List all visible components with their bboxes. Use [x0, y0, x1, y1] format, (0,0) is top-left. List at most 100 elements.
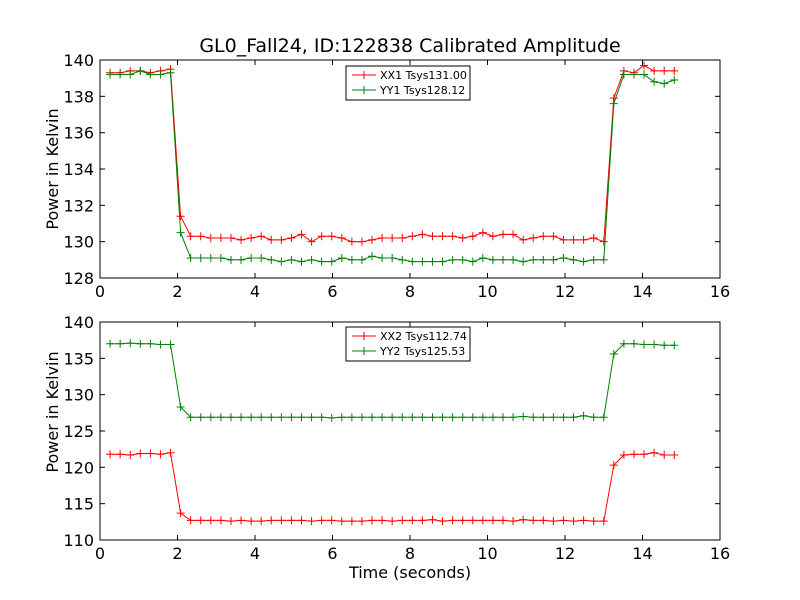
series-yy2-point — [337, 413, 346, 422]
series-yy2-point — [226, 413, 235, 422]
series-yy1-point — [499, 255, 507, 264]
series-yy1-point — [317, 257, 326, 266]
bottom-y-tick-label: 135 — [63, 349, 94, 368]
series-xx1-point — [418, 230, 427, 239]
top-x-tick-label: 16 — [710, 282, 730, 301]
top-y-tick-label: 134 — [63, 160, 94, 179]
series-xx2-point — [579, 516, 588, 525]
legend-yy2-marker — [360, 347, 368, 355]
series-yy1-point — [257, 254, 266, 263]
top-y-tick-label: 140 — [63, 51, 94, 70]
series-yy1-point — [237, 255, 246, 264]
series-yy2-point — [428, 413, 437, 422]
top-y-tick-label: 128 — [63, 269, 94, 288]
series-yy1-point — [267, 255, 276, 264]
top-y-tick-label: 130 — [63, 233, 94, 252]
series-xx2-point — [156, 450, 165, 459]
series-xx1-point — [579, 235, 588, 244]
series-xx1-point — [368, 235, 377, 244]
top-y-tick-label: 136 — [63, 124, 94, 143]
series-xx2-point — [529, 516, 538, 525]
bottom-legend-box — [345, 326, 471, 362]
series-yy2-point — [378, 413, 387, 422]
series-yy2-point — [368, 413, 377, 422]
series-xx2-point — [247, 517, 256, 526]
bottom-y-tick-label: 130 — [63, 386, 94, 405]
series-xx1-point — [438, 232, 447, 241]
series-xx1-point — [226, 234, 235, 243]
series-xx2-point — [317, 516, 326, 525]
series-yy2-point — [619, 339, 628, 348]
series-xx2-point — [488, 516, 497, 525]
series-xx1-point — [196, 232, 205, 241]
series-xx2-point — [347, 517, 356, 526]
series-yy2-point — [156, 340, 165, 349]
bottom-y-axis-label: Power in Kelvin — [43, 351, 62, 472]
bottom-x-tick-label: 2 — [172, 544, 182, 563]
top-x-tick-label: 8 — [405, 282, 415, 301]
series-yy1-point — [297, 257, 306, 266]
series-yy2-point — [640, 340, 649, 349]
series-yy2-point — [589, 413, 598, 422]
top-x-tick-label: 10 — [477, 282, 497, 301]
series-xx1-point — [327, 232, 336, 241]
series-yy1-point — [579, 257, 588, 266]
series-xx1-point — [519, 235, 528, 244]
series-yy2-point — [307, 413, 316, 422]
series-yy1-point — [156, 70, 165, 79]
series-yy2-point — [579, 411, 588, 420]
series-yy2-point — [609, 349, 618, 358]
series-xx2-point — [660, 450, 669, 459]
series-xx1-point — [267, 235, 276, 244]
series-xx2-point — [418, 516, 427, 525]
series-yy2-point — [206, 413, 215, 422]
series-xx1-point — [650, 66, 659, 75]
series-xx1-point — [277, 235, 286, 244]
bottom-x-tick-label: 10 — [477, 544, 497, 563]
series-xx2-point — [478, 516, 487, 525]
legend-xx2-label: XX2 Tsys112.74 — [380, 330, 467, 343]
series-xx2-point — [216, 516, 225, 525]
series-yy2-point — [247, 413, 256, 422]
series-xx2-point — [176, 509, 185, 518]
series-xx2-point — [549, 517, 558, 526]
series-yy1-point — [146, 70, 155, 79]
series-xx2-point — [307, 517, 316, 526]
top-y-tick-label: 132 — [63, 196, 94, 215]
series-xx1-point — [186, 232, 195, 241]
legend-yy1-marker — [360, 86, 368, 94]
top-x-tick-label: 0 — [95, 282, 105, 301]
series-xx2-point — [126, 450, 135, 459]
series-yy1-point — [559, 254, 568, 263]
bottom-y-tick-label: 110 — [63, 531, 94, 550]
series-yy1-point — [337, 254, 346, 263]
series-yy1-point — [640, 70, 649, 79]
series-xx1-point — [589, 234, 598, 243]
series-yy2-point — [317, 413, 326, 422]
series-xx2-point — [670, 450, 679, 459]
series-yy2-point — [468, 413, 477, 422]
series-yy1-point — [549, 255, 558, 264]
series-xx1-point — [297, 230, 306, 239]
series-xx2-point — [408, 516, 417, 525]
series-xx1-point — [509, 230, 518, 239]
series-yy1-point — [106, 70, 115, 79]
series-xx1-point — [206, 234, 215, 243]
series-xx2-point — [337, 517, 346, 526]
series-xx2-point — [398, 516, 407, 525]
series-xx1-point — [458, 234, 467, 243]
series-xx2-point — [468, 516, 477, 525]
series-xx2-point — [196, 516, 205, 525]
series-yy2-point — [519, 412, 528, 421]
series-xx1-point — [448, 232, 457, 241]
series-yy2-point — [499, 413, 507, 422]
series-xx2-point — [539, 516, 548, 525]
series-xx1-point — [287, 234, 296, 243]
series-xx1-point — [499, 230, 507, 239]
series-xx1-point — [347, 237, 356, 246]
series-xx1-point — [337, 234, 346, 243]
series-yy2-point — [549, 413, 558, 422]
series-yy1-point — [670, 75, 679, 84]
series-xx1-point — [317, 232, 326, 241]
series-yy2-point — [488, 413, 497, 422]
